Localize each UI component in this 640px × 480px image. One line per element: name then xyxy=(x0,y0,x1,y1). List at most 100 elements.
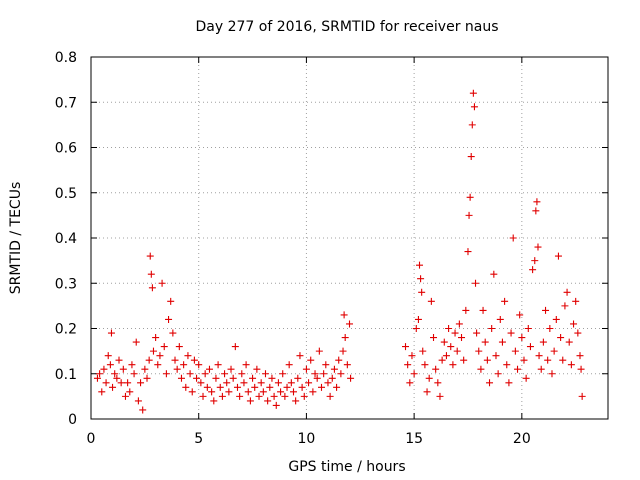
data-point xyxy=(467,153,475,161)
data-point xyxy=(109,383,117,391)
data-point xyxy=(255,392,263,400)
data-point xyxy=(425,374,433,382)
data-point xyxy=(115,356,123,364)
data-point xyxy=(472,279,480,287)
y-tick-label: 0.2 xyxy=(55,322,77,338)
data-point xyxy=(542,306,550,314)
data-points xyxy=(93,89,586,414)
data-point xyxy=(305,379,313,387)
data-point xyxy=(460,356,468,364)
data-point xyxy=(128,361,136,369)
data-point xyxy=(330,365,338,373)
data-point xyxy=(320,370,328,378)
data-point xyxy=(147,270,155,278)
data-point xyxy=(324,379,332,387)
data-point xyxy=(152,334,160,342)
data-point xyxy=(294,374,302,382)
data-point xyxy=(169,329,177,337)
data-point xyxy=(307,356,315,364)
data-point xyxy=(470,103,478,111)
data-point xyxy=(522,374,530,382)
data-point xyxy=(550,347,558,355)
data-point xyxy=(158,279,166,287)
data-point xyxy=(274,379,282,387)
data-point xyxy=(145,356,153,364)
data-point xyxy=(251,383,259,391)
data-point xyxy=(315,347,323,355)
x-tick-label: 20 xyxy=(513,431,531,447)
data-point xyxy=(117,379,125,387)
y-axis-label: SRMTID / TECUs xyxy=(8,182,24,295)
data-point xyxy=(333,383,341,391)
data-point xyxy=(410,370,418,378)
data-point xyxy=(511,347,519,355)
data-point xyxy=(283,383,291,391)
data-point xyxy=(524,325,532,332)
data-point xyxy=(498,338,506,346)
data-point xyxy=(175,343,183,351)
data-point xyxy=(578,392,586,400)
data-point xyxy=(146,252,154,260)
data-point xyxy=(509,234,517,242)
data-point xyxy=(113,374,121,382)
data-point xyxy=(298,383,306,391)
y-tick-label: 0 xyxy=(68,412,77,428)
data-point xyxy=(449,361,457,369)
data-point xyxy=(427,297,435,305)
data-point xyxy=(577,365,585,373)
data-point xyxy=(402,343,410,351)
data-point xyxy=(505,379,513,387)
data-point xyxy=(572,297,580,305)
data-point xyxy=(227,365,235,373)
data-point xyxy=(139,406,147,414)
data-point xyxy=(195,361,203,369)
data-point xyxy=(421,361,429,369)
data-point xyxy=(494,370,502,378)
data-point xyxy=(529,266,537,274)
data-point xyxy=(516,311,524,319)
data-point xyxy=(137,379,145,387)
data-point xyxy=(576,352,584,360)
data-point xyxy=(134,397,142,405)
data-point xyxy=(520,356,528,364)
data-point xyxy=(233,383,241,391)
data-point xyxy=(119,365,127,373)
data-point xyxy=(490,270,498,278)
data-point xyxy=(339,347,347,355)
data-point xyxy=(557,334,565,342)
data-point xyxy=(190,356,198,364)
data-point xyxy=(93,374,101,382)
data-point xyxy=(453,347,461,355)
data-point xyxy=(567,361,575,369)
data-point xyxy=(111,370,119,378)
data-point xyxy=(492,352,500,360)
data-point xyxy=(132,338,140,346)
data-point xyxy=(266,383,274,391)
data-point xyxy=(148,284,156,292)
data-point xyxy=(173,365,181,373)
data-point xyxy=(503,361,511,369)
data-point xyxy=(300,392,308,400)
data-point xyxy=(430,334,438,342)
data-point xyxy=(408,352,416,360)
data-point xyxy=(559,356,567,364)
data-point xyxy=(414,315,422,323)
data-point xyxy=(548,370,556,378)
data-point xyxy=(475,347,483,355)
data-point xyxy=(214,361,222,369)
data-point xyxy=(328,374,336,382)
data-point xyxy=(244,388,252,396)
data-point xyxy=(418,288,426,296)
data-point xyxy=(264,397,272,405)
data-point xyxy=(537,365,545,373)
data-point xyxy=(236,392,244,400)
data-point xyxy=(561,302,569,310)
data-point xyxy=(436,392,444,400)
data-point xyxy=(468,121,476,129)
data-point xyxy=(554,252,562,260)
data-point xyxy=(514,365,522,373)
data-point xyxy=(205,365,213,373)
data-point xyxy=(268,374,276,382)
data-point xyxy=(240,379,248,387)
